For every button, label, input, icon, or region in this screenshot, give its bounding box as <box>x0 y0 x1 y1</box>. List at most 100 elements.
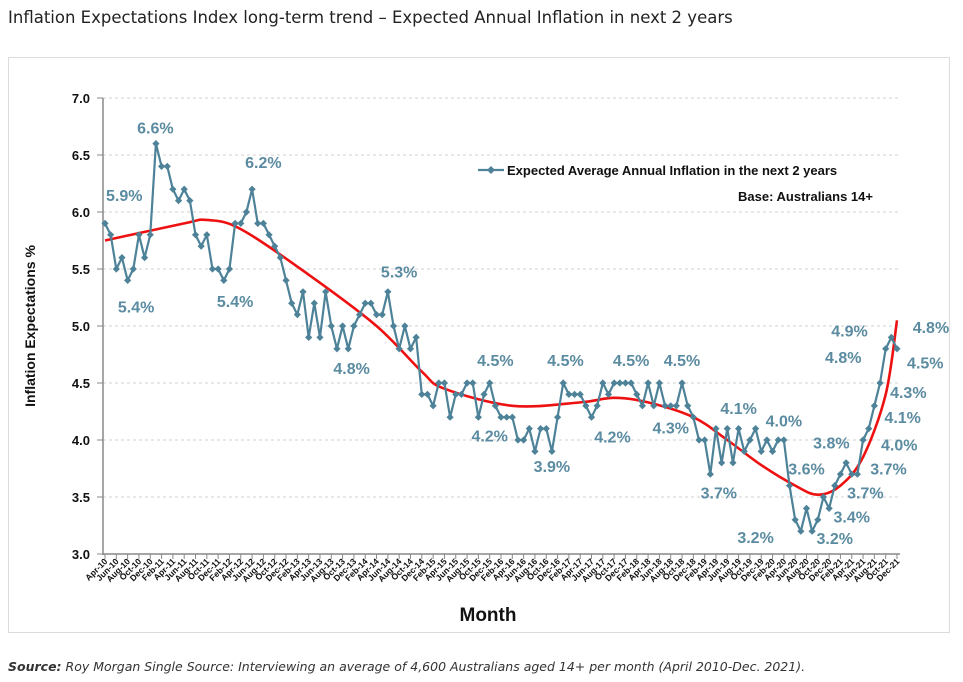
data-label: 4.0% <box>766 414 802 431</box>
data-point <box>412 333 420 341</box>
y-axis-title: Inflation Expectations % <box>22 245 38 407</box>
data-point <box>604 390 613 398</box>
data-point <box>695 436 703 444</box>
data-point <box>870 402 878 410</box>
data-point <box>559 379 567 387</box>
data-point <box>406 345 415 353</box>
data-point <box>361 299 369 307</box>
data-point <box>831 482 839 490</box>
data-point <box>774 436 782 444</box>
y-tick-label: 3.0 <box>72 547 90 562</box>
data-point <box>208 265 217 273</box>
data-point <box>791 516 799 524</box>
data-point <box>570 390 579 398</box>
data-point <box>740 447 748 455</box>
source-text: Roy Morgan Single Source: Interviewing a… <box>65 659 806 674</box>
data-point <box>514 436 522 444</box>
data-label: 4.8% <box>825 350 861 367</box>
data-label: 6.6% <box>137 121 173 138</box>
data-point <box>723 425 731 433</box>
y-tick-label: 4.5 <box>72 376 90 391</box>
y-tick-label: 6.0 <box>72 205 90 220</box>
data-point <box>344 345 352 353</box>
data-point <box>667 402 675 410</box>
data-point <box>299 288 307 296</box>
data-label: 4.0% <box>881 438 917 455</box>
data-point <box>174 197 183 205</box>
data-label: 3.8% <box>813 435 849 452</box>
data-point <box>276 254 284 262</box>
data-point <box>339 322 347 330</box>
data-point <box>446 413 454 421</box>
data-point <box>842 459 850 467</box>
gridlines <box>103 97 900 498</box>
data-point <box>389 322 398 330</box>
data-point <box>785 482 794 490</box>
data-point <box>101 219 109 227</box>
data-point <box>814 516 822 524</box>
data-point <box>746 436 754 444</box>
data-point <box>248 185 256 193</box>
data-point <box>689 413 697 421</box>
data-point <box>293 311 301 319</box>
data-point <box>316 333 324 341</box>
data-point <box>808 527 816 535</box>
data-point <box>372 311 381 319</box>
data-point <box>599 379 607 387</box>
data-point <box>616 379 624 387</box>
data-point <box>655 379 663 387</box>
data-point <box>457 390 465 398</box>
page-title: Inflation Expectations Index long-term t… <box>8 8 733 27</box>
data-point <box>186 197 194 205</box>
data-label: 3.4% <box>834 509 870 526</box>
data-point <box>435 379 443 387</box>
data-point <box>141 254 149 262</box>
legend-base-note: Base: Australians 14+ <box>738 189 873 204</box>
data-point <box>582 402 590 410</box>
y-tick-label: 6.5 <box>72 148 90 163</box>
data-point <box>107 231 115 239</box>
data-point <box>271 242 279 250</box>
data-point <box>531 447 539 455</box>
data-label: 3.7% <box>870 462 906 479</box>
data-label: 4.8% <box>333 361 369 378</box>
legend: Expected Average Annual Inflation in the… <box>478 163 873 204</box>
chart-frame <box>8 57 950 633</box>
data-point <box>825 504 833 512</box>
data-point <box>152 140 160 148</box>
source-note: Source: Roy Morgan Single Source: Interv… <box>8 659 805 674</box>
data-point <box>848 470 856 478</box>
data-point <box>836 470 845 478</box>
data-point <box>452 390 460 398</box>
series-markers <box>101 140 901 535</box>
data-point <box>735 425 743 433</box>
data-point <box>259 219 267 227</box>
data-point <box>893 345 901 353</box>
data-label: 5.4% <box>217 294 253 311</box>
data-point <box>701 436 709 444</box>
y-tick-label: 4.0 <box>72 433 90 448</box>
y-axis-ticks: 3.0 3.5 4.0 4.5 5.0 5.5 6.0 6.5 7.0 <box>72 91 103 562</box>
data-point <box>882 345 890 353</box>
data-label: 4.3% <box>890 385 926 402</box>
data-label: 3.2% <box>817 531 853 548</box>
data-point <box>305 333 313 341</box>
data-point <box>548 447 556 455</box>
data-point <box>220 276 228 284</box>
legend-marker-swatch <box>487 166 495 174</box>
data-label: 3.6% <box>788 462 824 479</box>
data-point <box>768 447 777 455</box>
data-point <box>429 402 437 410</box>
data-point <box>853 470 861 478</box>
data-point <box>282 276 290 284</box>
data-point <box>627 379 635 387</box>
data-point <box>672 402 680 410</box>
data-label: 4.1% <box>720 401 756 418</box>
data-label: 4.5% <box>547 353 583 370</box>
data-point <box>214 265 222 273</box>
data-label: 3.2% <box>737 530 773 547</box>
data-point <box>565 390 573 398</box>
data-point <box>322 288 330 296</box>
x-axis-title: Month <box>460 605 517 626</box>
